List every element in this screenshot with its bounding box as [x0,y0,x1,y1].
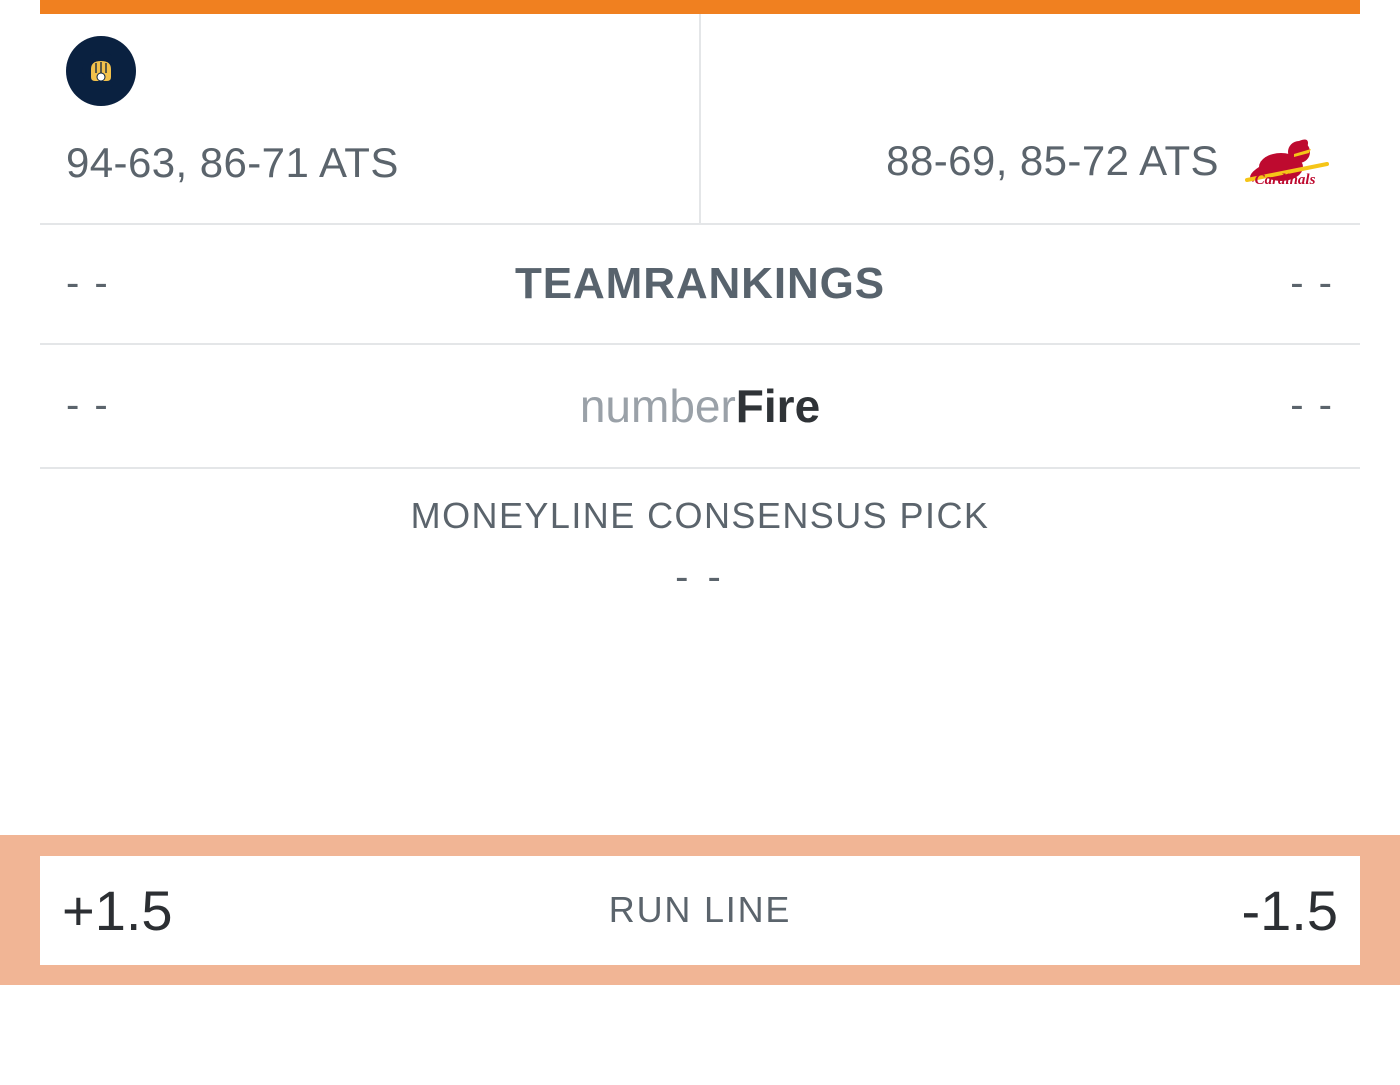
teamrankings-label: TEAMRANKINGS [186,259,1214,309]
teamrankings-logo-text: TEAMRANKINGS [515,259,885,308]
away-team-cell[interactable]: 94-63, 86-71 ATS [40,14,701,223]
consensus-value: - - [66,555,1334,600]
betting-card-container: +1.5 RUN LINE -1.5 94-63, 86-71 [0,0,1400,1085]
teamrankings-row[interactable]: - - TEAMRANKINGS - - [40,225,1360,345]
teamrankings-home-value: - - [1214,261,1334,306]
home-team-cell[interactable]: 88-69, 85-72 ATS Cardinals [701,14,1360,223]
consensus-row[interactable]: MONEYLINE CONSENSUS PICK - - [40,469,1360,618]
card-body: 94-63, 86-71 ATS 88-69, 85-72 ATS Cardi [40,0,1360,1085]
numberfire-logo-text: numberFire [580,380,820,432]
home-record-text: 88-69, 85-72 ATS [886,132,1219,191]
away-record-text: 94-63, 86-71 ATS [66,134,673,193]
numberfire-away-value: - - [66,383,186,428]
numberfire-label: numberFire [186,379,1214,433]
accent-bar [40,0,1360,14]
cardinals-logo-icon: Cardinals [1239,122,1334,192]
svg-text:Cardinals: Cardinals [1255,172,1316,188]
teams-header-row: 94-63, 86-71 ATS 88-69, 85-72 ATS Cardi [40,14,1360,225]
teamrankings-away-value: - - [66,261,186,306]
numberfire-row[interactable]: - - numberFire - - [40,345,1360,469]
brewers-logo-icon [66,36,136,106]
consensus-label: MONEYLINE CONSENSUS PICK [66,495,1334,537]
numberfire-home-value: - - [1214,383,1334,428]
